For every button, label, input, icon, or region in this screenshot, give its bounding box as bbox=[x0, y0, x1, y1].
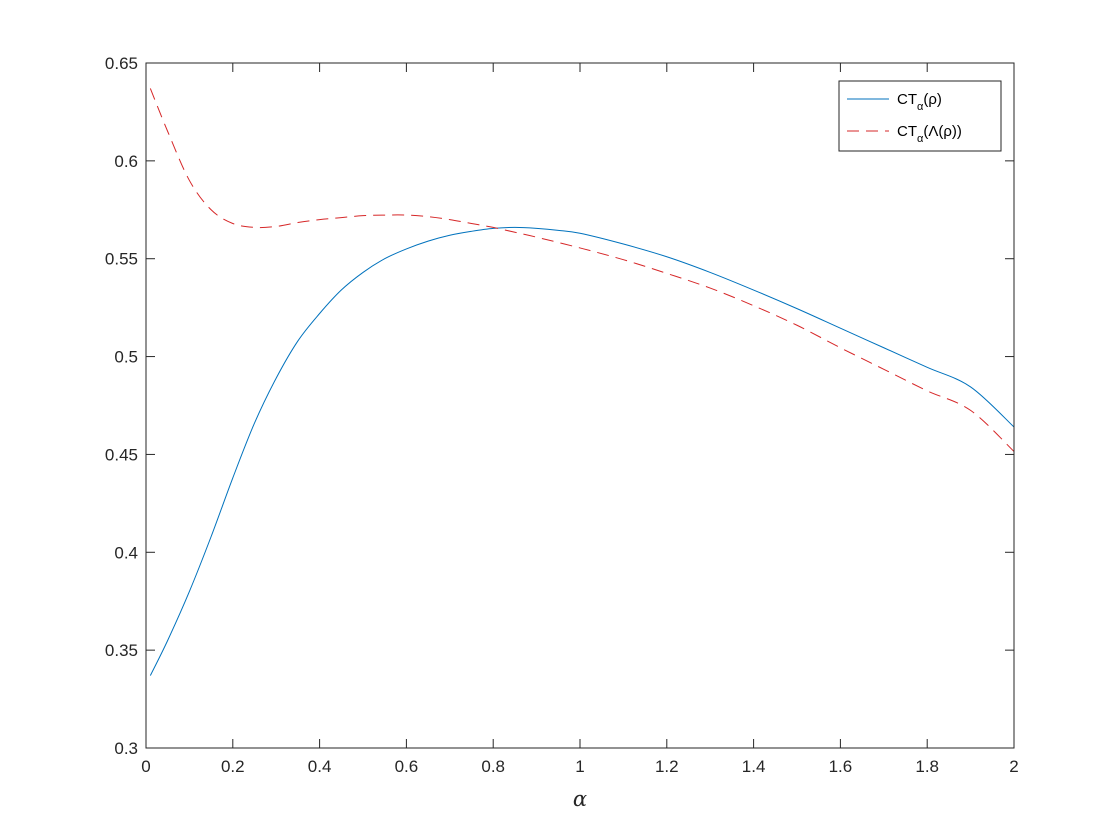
x-tick-label: 1.2 bbox=[655, 757, 679, 776]
x-tick-label: 2 bbox=[1009, 757, 1018, 776]
y-tick-label: 0.4 bbox=[114, 543, 138, 562]
x-axis-label: α bbox=[573, 787, 587, 811]
x-axis: 0 0.2 0.4 0.6 0.8 1 1.2 1.4 1.6 1.8 2 bbox=[141, 63, 1019, 776]
x-tick-label: 1.8 bbox=[915, 757, 939, 776]
y-tick-label: 0.45 bbox=[105, 445, 138, 464]
x-tick-label: 1.4 bbox=[742, 757, 766, 776]
legend-entry-ct-lambda-rho: CTα(Λ(ρ)) bbox=[897, 123, 962, 145]
x-tick-label: 0.6 bbox=[395, 757, 419, 776]
y-tick-label: 0.6 bbox=[114, 152, 138, 171]
x-tick-label: 0 bbox=[141, 757, 150, 776]
x-tick-label: 1 bbox=[575, 757, 584, 776]
x-tick-label: 1.6 bbox=[829, 757, 853, 776]
series-line-ct-lambda-rho bbox=[149, 88, 1015, 452]
legend-ct-lambda-rho-tail: (Λ(ρ)) bbox=[923, 123, 962, 140]
legend-entry-ct-rho: CTα(ρ) bbox=[897, 91, 942, 113]
legend-box bbox=[838, 80, 1002, 152]
legend-ct-rho-tail: (ρ) bbox=[923, 91, 942, 108]
y-tick-label: 0.5 bbox=[114, 348, 138, 367]
x-tick-label: 0.4 bbox=[308, 757, 332, 776]
series-layer bbox=[149, 88, 1015, 676]
y-tick-label: 0.65 bbox=[105, 54, 138, 73]
legend-ct-lambda-rho-main: CT bbox=[897, 123, 917, 140]
x-tick-label: 0.2 bbox=[221, 757, 245, 776]
legend-ct-rho-subscript: α bbox=[917, 101, 924, 113]
y-tick-label: 0.35 bbox=[105, 641, 138, 660]
plot-area bbox=[146, 63, 1014, 748]
legend-ct-lambda-rho-subscript: α bbox=[917, 133, 924, 145]
x-tick-label: 0.8 bbox=[481, 757, 505, 776]
legend-ct-rho-main: CT bbox=[897, 91, 917, 108]
legend: CTα(ρ) CTα(Λ(ρ)) bbox=[838, 80, 1002, 152]
y-tick-label: 0.3 bbox=[114, 739, 138, 758]
y-axis: 0.3 0.35 0.4 0.45 0.5 0.55 0.6 0.65 bbox=[105, 54, 1014, 758]
series-line-ct-rho bbox=[149, 226, 1015, 676]
y-tick-label: 0.55 bbox=[105, 250, 138, 269]
